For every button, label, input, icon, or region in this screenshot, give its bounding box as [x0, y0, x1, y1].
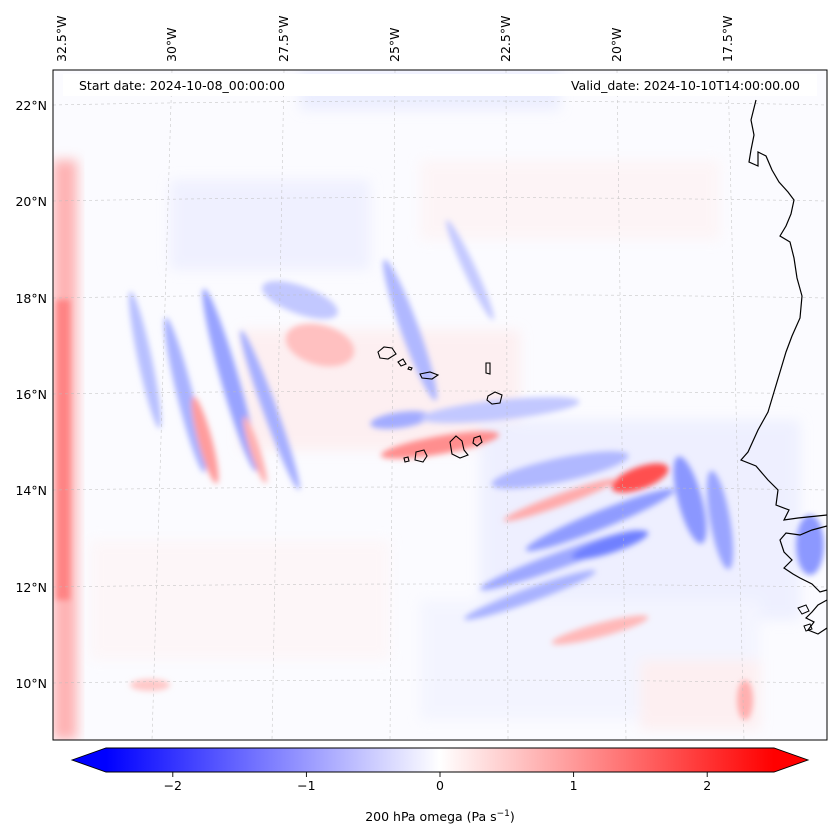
map-frame: [52, 69, 828, 741]
start-date-label: Start date: 2024-10-08_00:00:00: [79, 78, 285, 93]
island-sao-vicente: [397, 358, 407, 367]
map-panel: Start date: 2024-10-08_00:00:00 Valid_da…: [52, 69, 828, 741]
graticule: [53, 70, 827, 740]
lon-label-17-5w: 17.5°W: [720, 16, 735, 62]
island-bissagos: [797, 604, 810, 615]
colorbar-outline: [70, 747, 810, 773]
coastline-guinea-bissau: [804, 599, 827, 635]
latitude-labels: 22°N 20°N 18°N 16°N 14°N 12°N 10°N: [15, 98, 47, 691]
lat-label-16n: 16°N: [15, 387, 47, 402]
omega-positive-edge-core: [56, 300, 70, 600]
colorbar-ticks: −2 −1 0 1 2: [164, 772, 711, 793]
lat-label-14n: 14°N: [15, 483, 47, 498]
coastline-senegal-south: [779, 525, 827, 593]
island-bissagos-2: [803, 623, 813, 632]
island-santa-luzia: [407, 366, 413, 371]
lon-label-22-5w: 22.5°W: [498, 16, 513, 62]
lon-label-27-5w: 27.5°W: [276, 16, 291, 62]
lat-label-20n: 20°N: [15, 194, 47, 209]
colorbar: −2 −1 0 1 2 200 hPa omega (Pa s−1): [70, 747, 810, 824]
island-maio: [472, 435, 483, 447]
lat-label-18n: 18°N: [15, 291, 47, 306]
colorbar-tick-label: 1: [570, 778, 578, 793]
colorbar-tick-label: 2: [703, 778, 711, 793]
cape-verde-islands: [377, 346, 503, 463]
colorbar-max-extend: [774, 748, 808, 772]
coastline-africa: [739, 99, 827, 521]
lat-label-10n: 10°N: [15, 676, 47, 691]
island-brava: [403, 456, 410, 463]
lat-label-12n: 12°N: [15, 580, 47, 595]
valid-date-label: Valid_date: 2024-10-10T14:00:00.00: [571, 78, 800, 93]
island-fogo: [414, 449, 428, 463]
lat-label-22n: 22°N: [15, 98, 47, 113]
colorbar-min-extend: [72, 748, 106, 772]
island-sal: [485, 362, 491, 375]
island-boa-vista: [486, 391, 503, 405]
longitude-labels: 32.5°W 30°W 27.5°W 25°W 22.5°W 20°W 17.5…: [54, 16, 735, 62]
annotation-band: [63, 74, 817, 96]
lon-label-30w: 30°W: [164, 27, 179, 62]
lon-label-20w: 20°W: [609, 27, 624, 62]
colorbar-tick-label: −1: [297, 778, 315, 793]
colorbar-tick-label: 0: [436, 778, 444, 793]
lon-label-25w: 25°W: [387, 27, 402, 62]
colorbar-gradient: [106, 748, 774, 772]
island-santo-antao: [377, 346, 397, 360]
lon-label-32-5w: 32.5°W: [54, 16, 69, 62]
island-sao-nicolau: [419, 371, 440, 380]
colorbar-tick-label: −2: [164, 778, 182, 793]
omega-field: [53, 70, 827, 740]
island-santiago: [449, 435, 469, 459]
colorbar-label: 200 hPa omega (Pa s−1): [365, 809, 515, 824]
